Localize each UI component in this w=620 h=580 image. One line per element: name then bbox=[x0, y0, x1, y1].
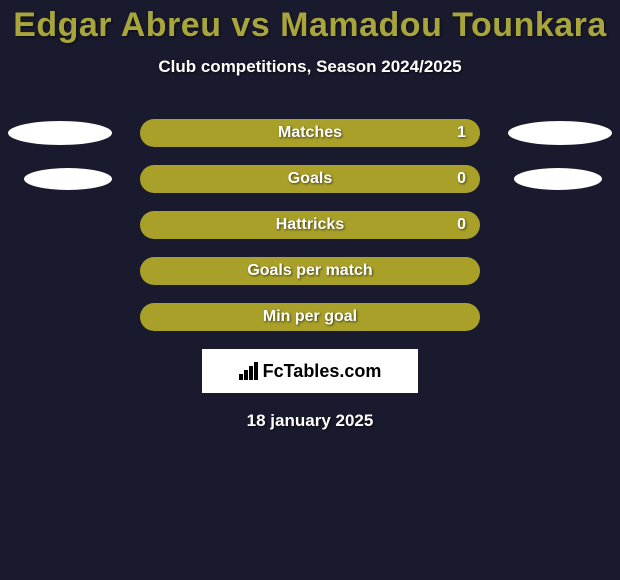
stat-bar: Matches 1 bbox=[140, 119, 480, 147]
right-marker-ellipse bbox=[508, 121, 612, 145]
stat-value: 1 bbox=[457, 124, 466, 142]
stat-label: Goals per match bbox=[247, 262, 372, 280]
stat-label: Matches bbox=[278, 124, 342, 142]
stat-value: 0 bbox=[457, 216, 466, 234]
comparison-card: Edgar Abreu vs Mamadou Tounkara Club com… bbox=[0, 0, 620, 580]
logo-label: FcTables.com bbox=[263, 361, 382, 382]
page-subtitle: Club competitions, Season 2024/2025 bbox=[0, 57, 620, 77]
stat-row: Goals 0 bbox=[0, 165, 620, 193]
stat-bar: Goals per match bbox=[140, 257, 480, 285]
page-title: Edgar Abreu vs Mamadou Tounkara bbox=[0, 0, 620, 45]
generated-date: 18 january 2025 bbox=[0, 411, 620, 431]
stats-block: Matches 1 Goals 0 Hattricks 0 Goals per … bbox=[0, 119, 620, 331]
stat-label: Goals bbox=[288, 170, 332, 188]
left-marker-ellipse bbox=[8, 121, 112, 145]
stat-value: 0 bbox=[457, 170, 466, 188]
bars-icon bbox=[239, 362, 259, 380]
stat-label: Hattricks bbox=[276, 216, 344, 234]
stat-bar: Min per goal bbox=[140, 303, 480, 331]
stat-label: Min per goal bbox=[263, 308, 357, 326]
left-marker-ellipse bbox=[24, 168, 112, 190]
source-logo: FcTables.com bbox=[202, 349, 418, 393]
logo-text: FcTables.com bbox=[239, 361, 382, 382]
stat-bar: Hattricks 0 bbox=[140, 211, 480, 239]
stat-row: Matches 1 bbox=[0, 119, 620, 147]
right-marker-ellipse bbox=[514, 168, 602, 190]
stat-row: Goals per match bbox=[0, 257, 620, 285]
stat-bar: Goals 0 bbox=[140, 165, 480, 193]
stat-row: Hattricks 0 bbox=[0, 211, 620, 239]
stat-row: Min per goal bbox=[0, 303, 620, 331]
